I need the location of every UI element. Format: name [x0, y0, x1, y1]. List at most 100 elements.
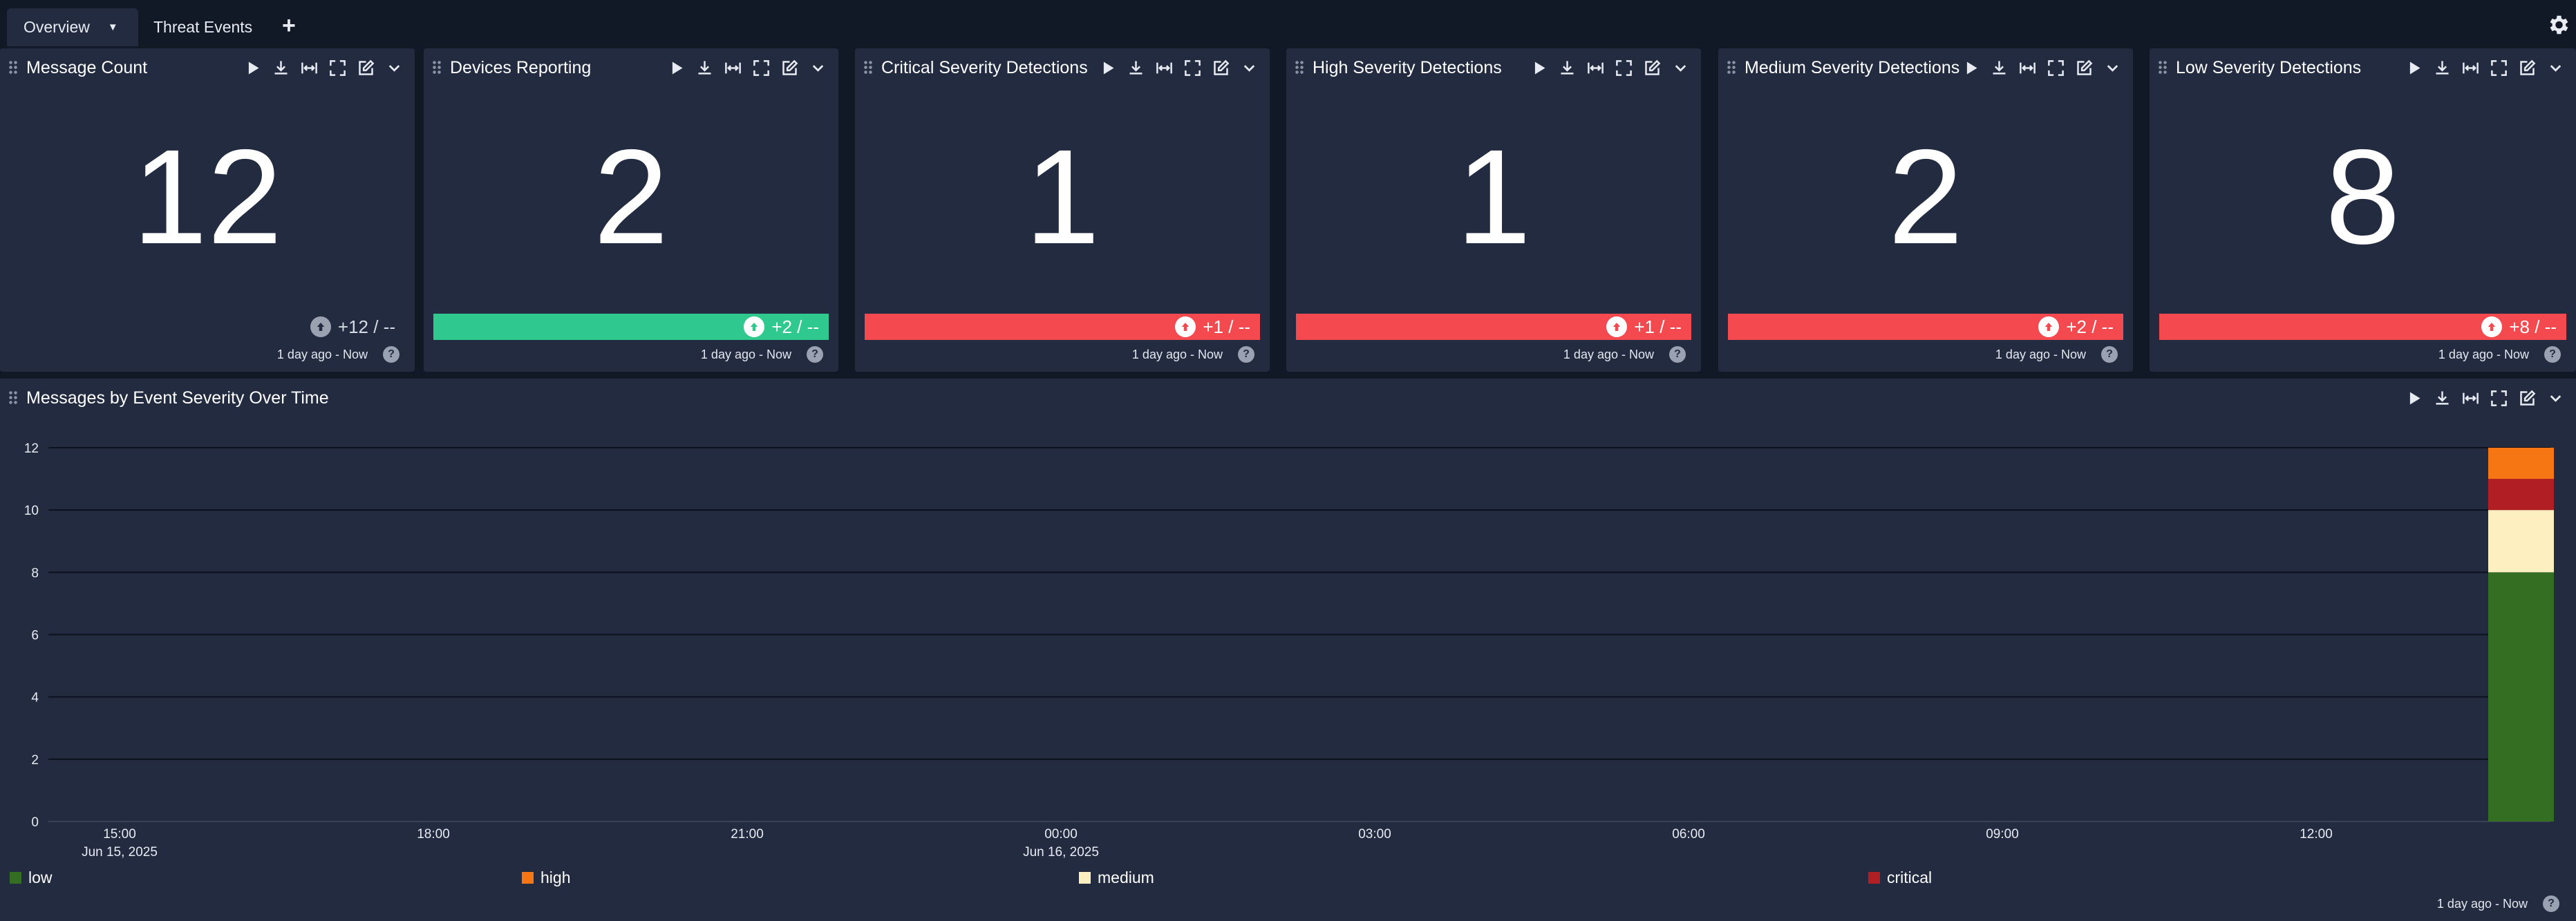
- help-icon[interactable]: ?: [807, 346, 823, 363]
- edit-icon[interactable]: [780, 59, 799, 77]
- metric-panel: High Severity Detections 1 +1 / -- 1 day…: [1286, 48, 1701, 372]
- edit-icon[interactable]: [1212, 59, 1230, 77]
- play-icon[interactable]: [1530, 59, 1548, 77]
- tab-threat-events[interactable]: Threat Events: [153, 8, 252, 46]
- metric-panel: Low Severity Detections 8 +8 / -- 1 day …: [2150, 48, 2576, 372]
- help-icon[interactable]: ?: [1238, 346, 1254, 363]
- help-icon[interactable]: ?: [2544, 346, 2561, 363]
- download-icon[interactable]: [2433, 59, 2452, 77]
- legend-item-low[interactable]: low: [10, 867, 53, 888]
- drag-handle-icon[interactable]: [863, 60, 873, 75]
- download-icon[interactable]: [695, 59, 714, 77]
- fit-width-icon[interactable]: [1155, 59, 1174, 77]
- legend-swatch: [1079, 871, 1091, 884]
- trend-value: +8 / --: [2509, 316, 2557, 337]
- chevron-down-icon[interactable]: [2103, 59, 2122, 77]
- panel-header: Message Count: [0, 48, 415, 87]
- metric-value: 2: [593, 122, 669, 272]
- severity-chart: 0 2 4 6 8 10 12 15:00 Jun 15, 2025 18:00 21:00 00:0…: [24, 441, 2554, 860]
- download-icon[interactable]: [2433, 389, 2452, 408]
- help-icon[interactable]: ?: [383, 346, 399, 363]
- panel-toolbar: [2405, 58, 2565, 77]
- download-icon[interactable]: [1127, 59, 1145, 77]
- play-icon[interactable]: [1098, 59, 1117, 77]
- drag-handle-icon[interactable]: [8, 390, 18, 406]
- time-range-label: 1 day ago - Now: [1131, 347, 1223, 361]
- chevron-down-icon[interactable]: ▼: [107, 21, 118, 33]
- arrow-up-icon: [744, 316, 765, 337]
- drag-handle-icon[interactable]: [8, 60, 18, 75]
- download-icon[interactable]: [272, 59, 290, 77]
- play-icon[interactable]: [2405, 389, 2423, 408]
- legend-swatch: [522, 871, 534, 884]
- chevron-down-icon[interactable]: [809, 59, 827, 77]
- tab-overview[interactable]: Overview ▼: [7, 8, 138, 46]
- panel-title: Low Severity Detections: [2176, 57, 2362, 77]
- arrow-up-icon: [1606, 316, 1628, 337]
- download-icon[interactable]: [1558, 59, 1577, 77]
- panel-header: Critical Severity Detections: [855, 48, 1270, 87]
- play-icon[interactable]: [243, 59, 262, 77]
- y-tick-label: 8: [31, 566, 39, 580]
- metric-panel: Medium Severity Detections 2 +2 / -- 1 d…: [1718, 48, 2133, 372]
- help-icon[interactable]: ?: [2101, 346, 2118, 363]
- panel-toolbar: [667, 58, 827, 77]
- chevron-down-icon[interactable]: [2546, 59, 2565, 77]
- arrow-up-icon: [2481, 316, 2503, 337]
- fullscreen-icon[interactable]: [2047, 59, 2065, 77]
- bar-segment-high[interactable]: [2488, 448, 2554, 480]
- split-view-icon[interactable]: [2461, 389, 2480, 408]
- edit-icon[interactable]: [357, 59, 375, 77]
- fit-width-icon[interactable]: [300, 59, 319, 77]
- bar-segment-medium[interactable]: [2488, 510, 2554, 573]
- edit-icon[interactable]: [2518, 59, 2537, 77]
- drag-handle-icon[interactable]: [432, 60, 442, 75]
- play-icon[interactable]: [667, 59, 686, 77]
- trend-value: +2 / --: [771, 316, 819, 337]
- drag-handle-icon[interactable]: [2158, 60, 2168, 75]
- trend-value: +2 / --: [2066, 316, 2114, 337]
- panel-footer: 1 day ago - Now ?: [1132, 344, 1254, 365]
- x-tick-date-label: Jun 15, 2025: [82, 845, 158, 860]
- y-tick-label: 4: [31, 691, 39, 705]
- add-tab-button[interactable]: +: [282, 12, 296, 39]
- bar-segment-critical[interactable]: [2488, 479, 2554, 511]
- edit-icon[interactable]: [2518, 389, 2537, 408]
- help-icon[interactable]: ?: [2543, 895, 2559, 912]
- legend-item-medium[interactable]: medium: [1079, 867, 1154, 888]
- legend-item-critical[interactable]: critical: [1868, 867, 1932, 888]
- chevron-down-icon[interactable]: [385, 59, 404, 77]
- edit-icon[interactable]: [1643, 59, 1662, 77]
- edit-icon[interactable]: [2075, 59, 2094, 77]
- fullscreen-icon[interactable]: [2490, 389, 2508, 408]
- x-tick-label: 09:00: [1986, 827, 2019, 842]
- play-icon[interactable]: [2405, 59, 2423, 77]
- legend-item-high[interactable]: high: [522, 867, 570, 888]
- trend-value: +1 / --: [1203, 316, 1250, 337]
- fullscreen-icon[interactable]: [1183, 59, 1202, 77]
- fit-width-icon[interactable]: [2461, 59, 2480, 77]
- play-icon[interactable]: [1962, 59, 1980, 77]
- download-icon[interactable]: [1990, 59, 2009, 77]
- drag-handle-icon[interactable]: [1295, 60, 1304, 75]
- panel-footer: 1 day ago - Now ?: [1995, 344, 2118, 365]
- bar-segment-low[interactable]: [2488, 572, 2554, 822]
- fit-width-icon[interactable]: [2018, 59, 2037, 77]
- fit-width-icon[interactable]: [1586, 59, 1605, 77]
- fullscreen-icon[interactable]: [2490, 59, 2508, 77]
- fit-width-icon[interactable]: [724, 59, 742, 77]
- gear-icon[interactable]: [2546, 12, 2570, 37]
- help-icon[interactable]: ?: [1669, 346, 1686, 363]
- chevron-down-icon[interactable]: [1671, 59, 1690, 77]
- metric-panel: Critical Severity Detections 1 +1 / -- 1…: [855, 48, 1270, 372]
- chevron-down-icon[interactable]: [1240, 59, 1259, 77]
- trend-indicator: +1 / --: [1296, 314, 1691, 340]
- fullscreen-icon[interactable]: [752, 59, 771, 77]
- drag-handle-icon[interactable]: [1727, 60, 1736, 75]
- arrow-up-icon: [1175, 316, 1196, 337]
- chevron-down-icon[interactable]: [2546, 389, 2565, 408]
- fullscreen-icon[interactable]: [328, 59, 347, 77]
- trend-value: +12 / --: [337, 316, 395, 337]
- fullscreen-icon[interactable]: [1615, 59, 1633, 77]
- x-tick-label: 06:00: [1672, 827, 1705, 842]
